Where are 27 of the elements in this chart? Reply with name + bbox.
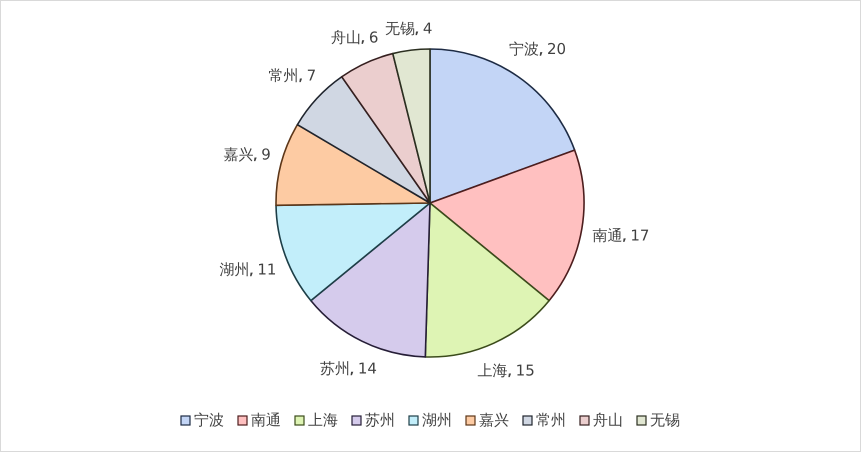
data-label: 17 [630,226,650,244]
data-label: 4 [422,19,432,38]
data-label: 14 [358,360,377,378]
legend-label: 常州 [536,411,566,429]
legend-label: 南通 [251,411,281,429]
data-label: 20 [547,40,566,58]
legend-label: 湖州 [422,411,452,429]
slice-label: 舟山 [330,28,361,46]
slice-label: 苏州 [320,360,350,378]
slice-label: 湖州 [219,260,250,279]
slice-label: 上海 [478,361,508,380]
legend-label: 嘉兴 [479,411,509,429]
data-label: 6 [368,28,378,46]
slice-label: 嘉兴 [223,145,254,164]
slice-label: 常州 [268,66,299,85]
legend-label: 上海 [308,411,338,429]
data-label: 7 [306,66,316,85]
legend-label: 舟山 [593,411,623,429]
legend-label: 宁波 [194,411,224,429]
data-label: 9 [261,145,271,164]
slice-label: 南通 [592,226,622,244]
legend-label: 无锡 [650,411,680,429]
slice-label: 宁波 [509,40,539,58]
slice-label: 无锡 [384,19,415,38]
data-label: 15 [516,361,535,380]
legend-label: 苏州 [365,411,395,429]
data-label: 11 [257,260,276,279]
